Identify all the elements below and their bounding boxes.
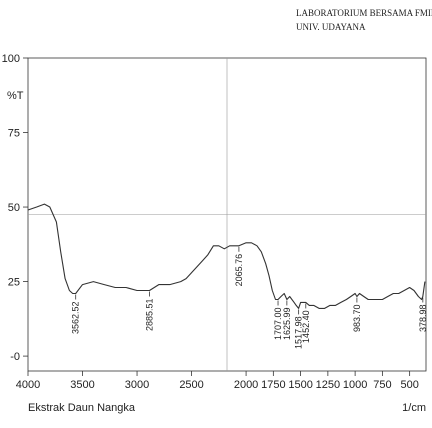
peak-label: 1625.99: [282, 308, 292, 341]
y-tick-label: 50: [8, 202, 20, 214]
peak-label: 983.70: [352, 305, 362, 333]
x-tick-label: 1250: [316, 379, 340, 391]
x-tick-label: 2000: [234, 379, 258, 391]
x-tick-label: 2500: [179, 379, 203, 391]
x-tick-label: 750: [373, 379, 391, 391]
sample-label: Ekstrak Daun Nangka: [28, 402, 136, 414]
lab-name-line2: UNIV. UDAYANA: [296, 22, 366, 32]
peak-label: 1452.40: [301, 310, 311, 343]
x-tick-label: 4000: [16, 379, 40, 391]
peak-label: 3562.52: [71, 302, 81, 335]
peak-label: 1517.98: [294, 316, 304, 349]
x-tick-label: 3500: [70, 379, 94, 391]
x-tick-label: 1750: [261, 379, 285, 391]
x-axis-label: 1/cm: [402, 402, 426, 414]
peak-label: 1707.00: [273, 308, 283, 341]
y-tick-label: 100: [2, 53, 20, 65]
y-axis-label: %T: [7, 90, 24, 102]
x-tick-label: 3000: [125, 379, 149, 391]
y-tick-label: 75: [8, 128, 20, 140]
peak-label: 378.98: [418, 305, 428, 333]
peak-label: 2885.51: [145, 299, 155, 332]
y-tick-label: -0: [10, 351, 20, 363]
lab-name-line1: LABORATORIUM BERSAMA FMIPA: [296, 8, 432, 18]
spectrum-line: [27, 203, 426, 309]
peak-label: 2065.76: [234, 254, 244, 287]
x-tick-label: 500: [400, 379, 418, 391]
y-tick-label: 25: [8, 277, 20, 289]
x-tick-label: 1500: [288, 379, 312, 391]
plot-area: 4000 3500 3000 2500 2000 1750 1500 1250 1000 750 5…: [2, 53, 428, 391]
x-tick-label: 1000: [343, 379, 367, 391]
